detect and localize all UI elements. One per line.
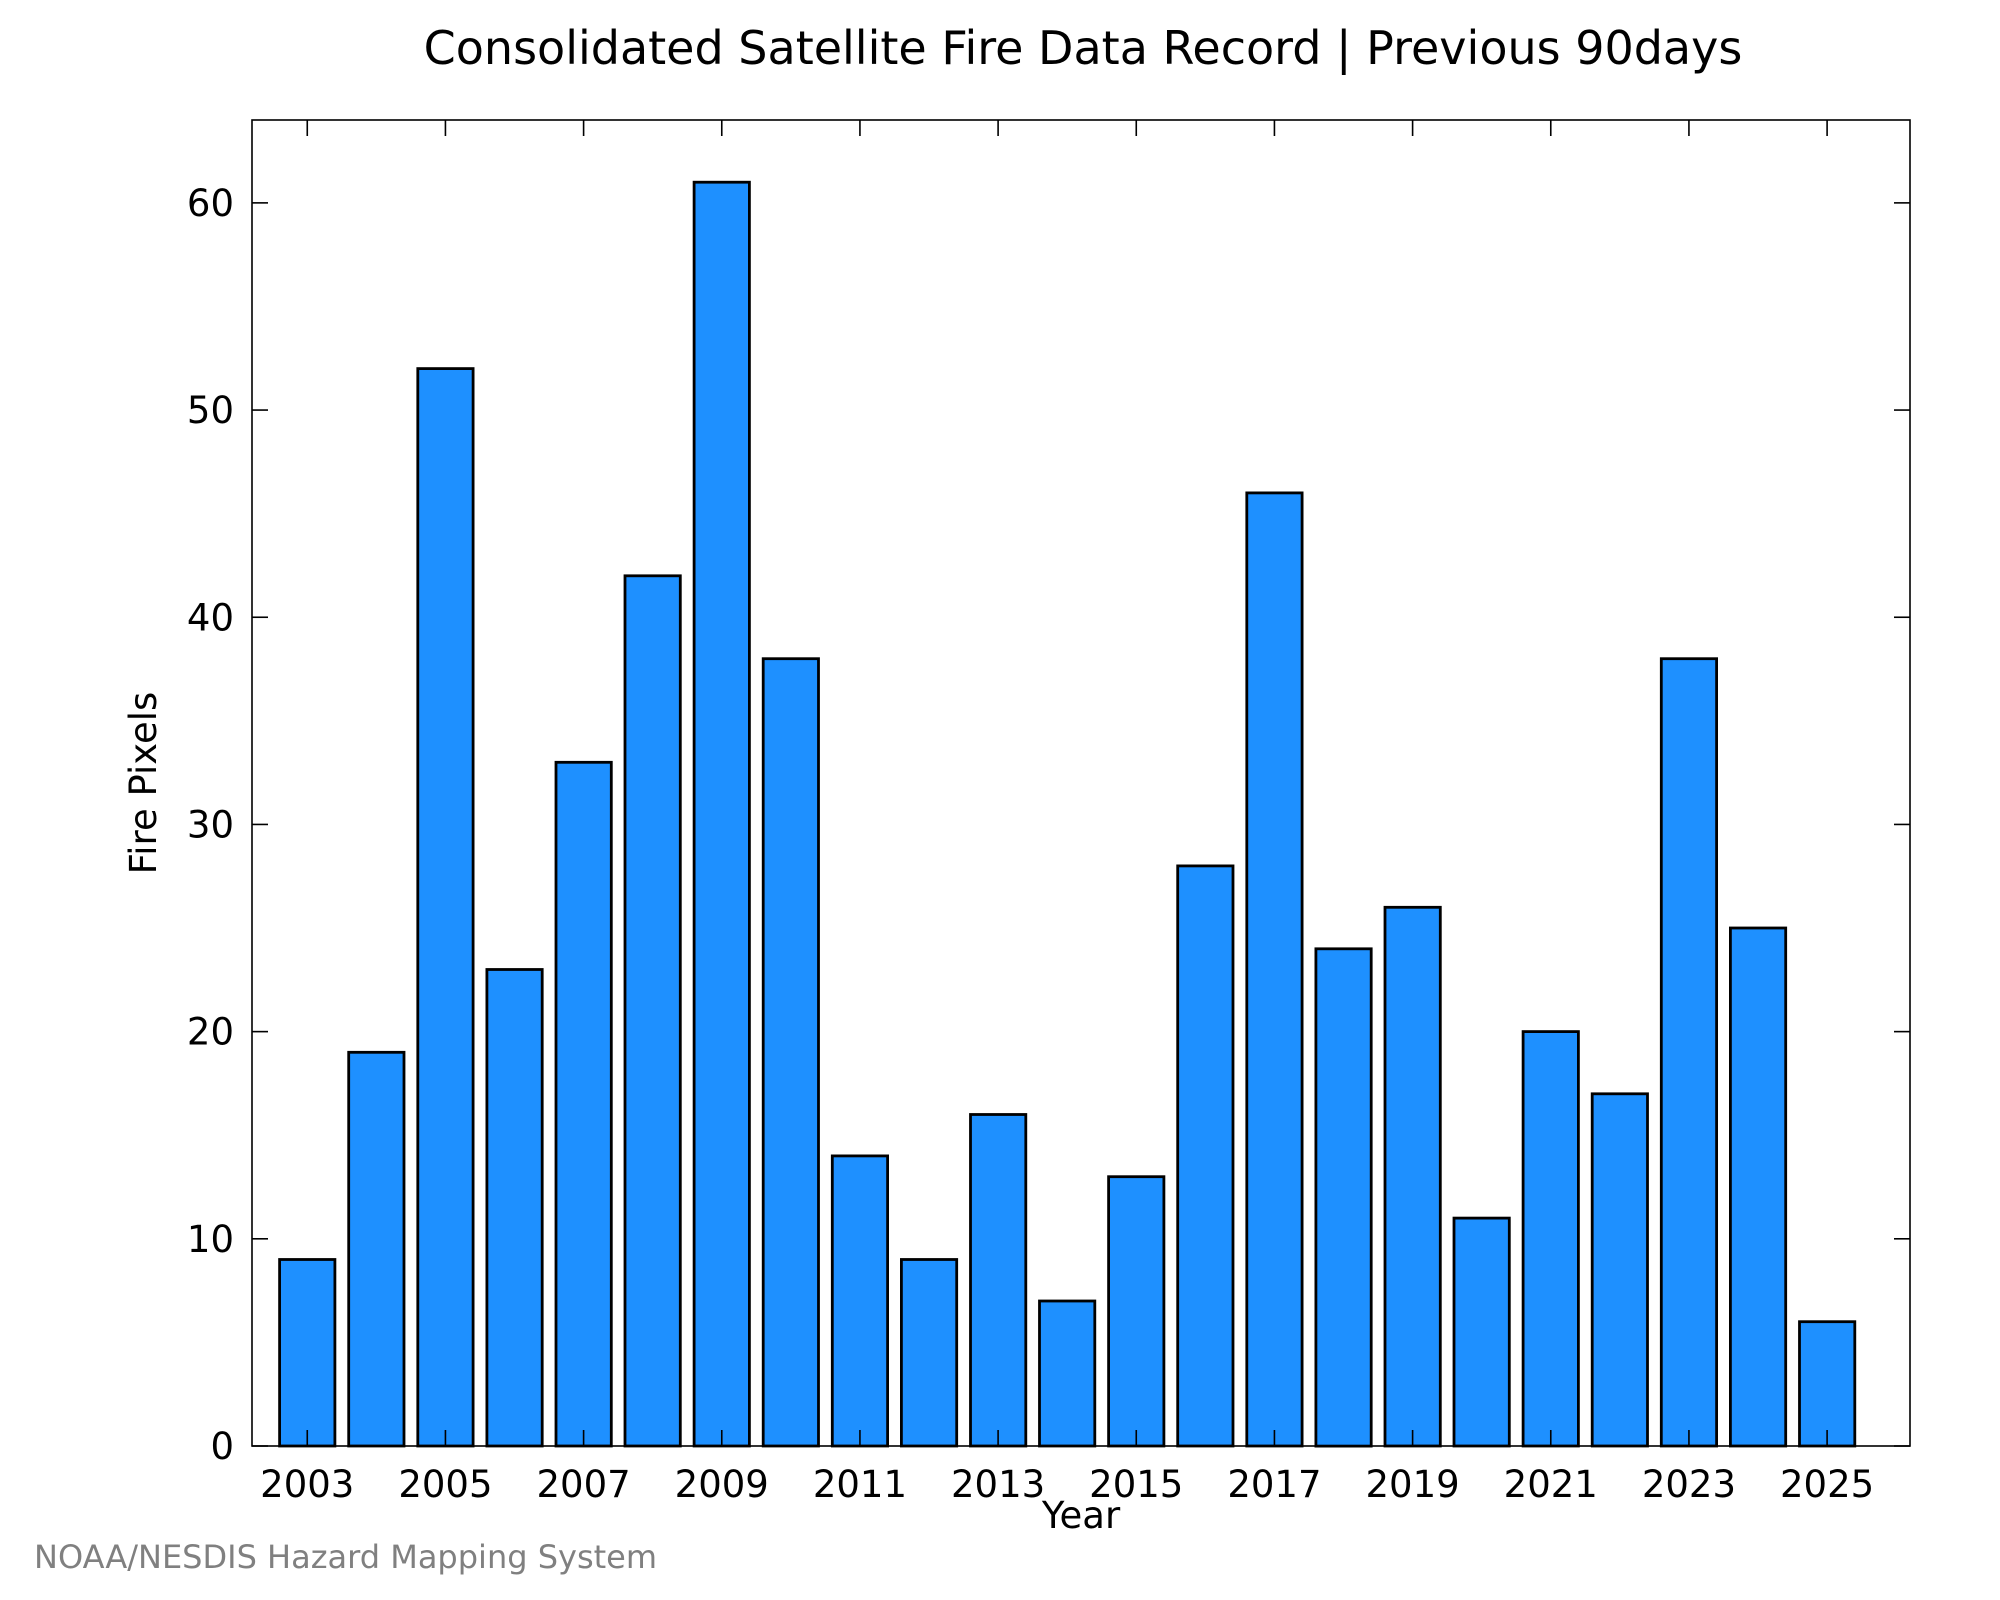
bar-2007 <box>554 760 613 1448</box>
x-tick-label: 2025 <box>1780 1463 1874 1506</box>
y-tick-label: 20 <box>187 1011 234 1054</box>
bar-2003 <box>278 1258 337 1448</box>
y-tick-label: 50 <box>187 389 234 432</box>
chart-title: Consolidated Satellite Fire Data Record … <box>424 21 1743 76</box>
y-tick-label: 0 <box>210 1425 234 1468</box>
x-tick-label: 2019 <box>1366 1463 1460 1506</box>
x-tick-label: 2005 <box>398 1463 492 1506</box>
x-tick-label: 2017 <box>1227 1463 1321 1506</box>
bar-2016 <box>1176 864 1235 1448</box>
x-tick-label: 2023 <box>1642 1463 1736 1506</box>
bar-2014 <box>1038 1299 1097 1448</box>
bar-2025 <box>1798 1320 1857 1448</box>
y-tick-label: 10 <box>187 1218 234 1261</box>
x-tick-label: 2011 <box>813 1463 907 1506</box>
credit-text: NOAA/NESDIS Hazard Mapping System <box>34 1538 657 1576</box>
x-tick-label: 2009 <box>675 1463 769 1506</box>
bar-2021 <box>1521 1030 1580 1448</box>
x-tick-labels: 2003 2005 2007 2009 2011 2013 2015 2017 2019 2021… <box>260 1463 1874 1506</box>
y-tick-label: 60 <box>187 182 234 225</box>
bar-2004 <box>347 1050 406 1448</box>
bar-2008 <box>623 574 682 1448</box>
x-tick-label: 2015 <box>1089 1463 1183 1506</box>
bar-2022 <box>1590 1092 1649 1448</box>
plot-frame <box>251 119 1911 1447</box>
x-axis-title: Year <box>1041 1494 1121 1537</box>
bars-layer <box>278 180 1857 1448</box>
bar-2018 <box>1314 947 1373 1448</box>
x-tick-label: 2003 <box>260 1463 354 1506</box>
x-tick-label: 2013 <box>951 1463 1045 1506</box>
bar-2006 <box>485 968 544 1448</box>
bar-2020 <box>1452 1216 1511 1448</box>
bar-2017 <box>1245 491 1304 1448</box>
y-axis-title: Fire Pixels <box>122 692 165 875</box>
bar-2011 <box>830 1154 889 1448</box>
bar-2013 <box>969 1113 1028 1448</box>
bar-2005 <box>416 367 475 1448</box>
bar-2019 <box>1383 905 1442 1448</box>
y-tick-label: 30 <box>187 803 234 846</box>
bar-2009 <box>692 180 751 1448</box>
bar-2015 <box>1107 1175 1166 1448</box>
x-tick-label: 2007 <box>537 1463 631 1506</box>
bar-2024 <box>1729 926 1788 1448</box>
y-tick-label: 40 <box>187 596 234 639</box>
x-tick-label: 2021 <box>1504 1463 1598 1506</box>
y-tick-labels: 0 10 20 30 40 50 60 <box>187 182 234 1468</box>
bar-2023 <box>1659 657 1719 1448</box>
bar-2012 <box>900 1258 959 1448</box>
bar-2010 <box>761 657 820 1448</box>
